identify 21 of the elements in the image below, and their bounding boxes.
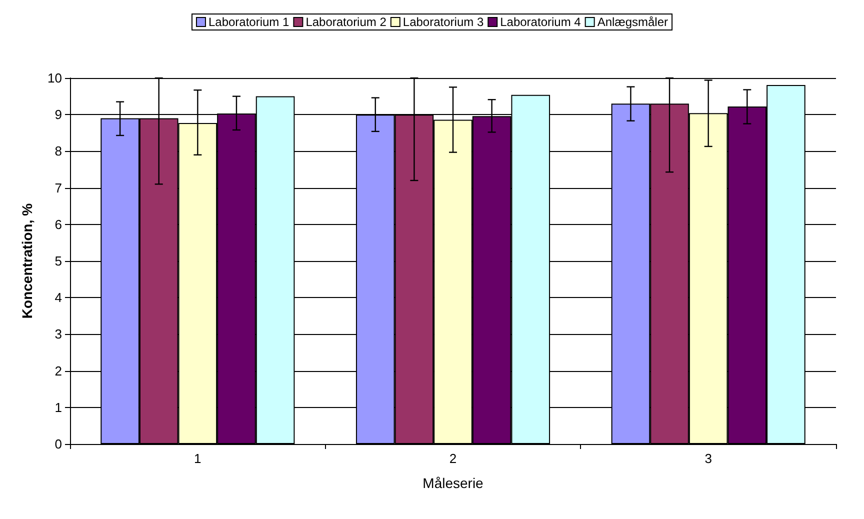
y-tick-label: 10 [48, 70, 62, 86]
y-tick-label: 9 [54, 107, 62, 122]
y-tick-label: 3 [54, 326, 62, 342]
legend-label: Laboratorium 4 [500, 15, 582, 29]
legend-label: Laboratorium 1 [208, 15, 290, 29]
y-tick-label: 6 [54, 216, 62, 232]
y-tick-label: 4 [54, 290, 62, 306]
y-tick-label: 7 [54, 180, 62, 196]
y-tick-label: 0 [54, 436, 62, 452]
legend-label: Anlægsmåler [597, 15, 668, 29]
y-tick-label: 5 [54, 254, 62, 268]
y-axis-title: Koncentration, % [19, 202, 35, 319]
x-tick-label: 1 [194, 451, 202, 466]
legend-label: Laboratorium 2 [306, 15, 387, 29]
y-tick-label: 1 [54, 400, 62, 415]
x-tick-label: 3 [704, 451, 712, 466]
x-tick-label: 2 [449, 451, 457, 466]
y-tick-label: 8 [54, 144, 62, 159]
x-axis-title: Måleserie [422, 475, 484, 491]
y-tick-label: 2 [54, 363, 62, 378]
legend-label: Laboratorium 3 [402, 15, 484, 29]
